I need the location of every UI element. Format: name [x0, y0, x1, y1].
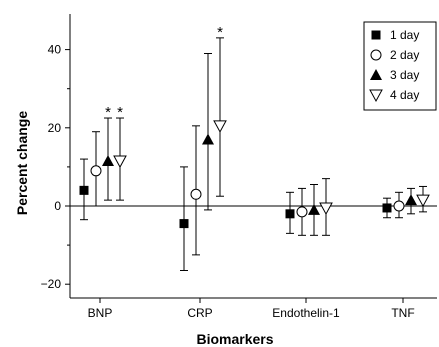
significance-markers: * * *	[105, 24, 223, 121]
data-markers	[79, 120, 430, 229]
x-tick-label: CRP	[187, 306, 212, 320]
marker-3-day	[405, 194, 417, 206]
marker-4-day	[369, 89, 383, 103]
legend-label: 3 day	[390, 68, 419, 82]
marker-2-day	[190, 188, 202, 200]
y-tick-label: −20	[41, 277, 62, 291]
significance-asterisk: *	[217, 24, 223, 41]
marker-4-day	[319, 202, 333, 215]
marker-3-day	[308, 203, 320, 215]
legend: 1 day 2 day 3 day 4 day	[363, 21, 437, 111]
significance-asterisk: *	[105, 104, 111, 121]
y-tick-label: 40	[48, 43, 62, 57]
marker-3-day	[202, 133, 214, 145]
marker-4-day	[416, 194, 430, 208]
legend-label: 4 day	[390, 88, 419, 102]
marker-2-day	[370, 49, 382, 61]
x-tick-label: BNP	[88, 306, 113, 320]
marker-4-day	[113, 155, 127, 169]
y-tick-label: 0	[54, 199, 61, 213]
marker-3-day	[102, 155, 114, 167]
significance-asterisk: *	[117, 104, 123, 121]
axes: −20 0 20 40 BNP CRP Endothelin-1 TNF	[41, 14, 437, 320]
marker-1-day	[285, 209, 295, 219]
marker-2-day	[90, 165, 102, 177]
x-tick-label: Endothelin-1	[272, 306, 340, 320]
x-tick-label: TNF	[391, 306, 414, 320]
marker-2-day	[393, 200, 405, 212]
marker-4-day	[213, 120, 227, 133]
legend-label: 2 day	[390, 48, 419, 62]
marker-1-day	[179, 219, 189, 229]
marker-2-day	[296, 206, 308, 218]
marker-1-day	[79, 185, 89, 195]
y-axis-title: Percent change	[14, 111, 30, 215]
x-axis-title: Biomarkers	[196, 331, 273, 347]
y-tick-label: 20	[48, 121, 62, 135]
marker-1-day	[382, 203, 392, 213]
marker-3-day	[370, 69, 382, 80]
legend-label: 1 day	[390, 28, 419, 42]
marker-1-day	[371, 30, 381, 40]
